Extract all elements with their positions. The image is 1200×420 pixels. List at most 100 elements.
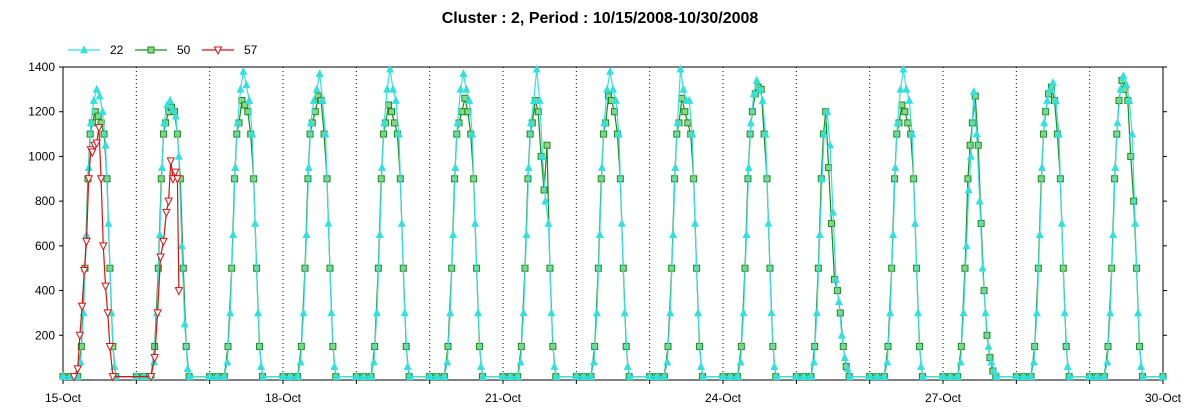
point-marker bbox=[367, 371, 375, 380]
point-marker bbox=[589, 357, 598, 366]
point-marker bbox=[535, 95, 544, 104]
point-marker bbox=[456, 84, 465, 93]
point-marker bbox=[309, 95, 318, 104]
y-tick-label: 1200 bbox=[28, 105, 55, 119]
point-marker bbox=[975, 196, 984, 205]
point-marker bbox=[516, 357, 525, 366]
point-marker bbox=[155, 230, 164, 238]
point-marker bbox=[156, 253, 165, 263]
point-marker bbox=[992, 371, 1001, 380]
point-marker bbox=[547, 308, 556, 317]
point-marker bbox=[981, 308, 990, 317]
legend-label: 22 bbox=[110, 43, 124, 57]
point-marker bbox=[459, 69, 468, 78]
point-marker bbox=[603, 84, 612, 93]
point-marker bbox=[94, 112, 102, 120]
point-marker bbox=[519, 308, 528, 317]
point-marker bbox=[843, 364, 852, 373]
point-marker bbox=[1046, 84, 1055, 93]
point-marker bbox=[669, 230, 678, 238]
point-marker bbox=[905, 95, 914, 104]
point-marker bbox=[259, 371, 268, 380]
point-marker bbox=[101, 140, 110, 149]
point-marker bbox=[684, 119, 692, 127]
point-marker bbox=[95, 91, 104, 100]
point-marker bbox=[242, 80, 251, 89]
point-marker bbox=[614, 129, 623, 138]
y-tick-label: 600 bbox=[35, 239, 55, 253]
point-marker bbox=[956, 357, 965, 366]
point-marker bbox=[645, 371, 654, 380]
point-marker bbox=[99, 242, 108, 251]
point-marker bbox=[679, 84, 688, 93]
x-gridlines bbox=[135, 67, 1091, 380]
point-marker bbox=[397, 218, 406, 227]
point-marker bbox=[103, 309, 113, 319]
point-marker bbox=[676, 64, 685, 73]
point-marker bbox=[746, 118, 755, 127]
point-marker bbox=[170, 168, 180, 178]
point-marker bbox=[391, 95, 400, 104]
legend-item-22: 22 bbox=[68, 43, 124, 57]
point-marker bbox=[169, 104, 177, 113]
point-marker bbox=[606, 66, 615, 75]
point-marker bbox=[1054, 129, 1063, 138]
point-marker bbox=[697, 361, 705, 370]
point-marker bbox=[908, 129, 917, 138]
point-marker bbox=[726, 371, 735, 380]
point-marker bbox=[159, 237, 168, 247]
point-marker bbox=[332, 371, 341, 380]
point-marker bbox=[550, 361, 559, 370]
point-marker bbox=[799, 371, 808, 380]
y-tick-label: 800 bbox=[35, 194, 55, 208]
point-marker bbox=[233, 118, 242, 127]
point-marker bbox=[302, 230, 311, 238]
point-marker bbox=[248, 129, 257, 138]
point-marker bbox=[829, 207, 837, 216]
point-marker bbox=[660, 371, 669, 380]
point-marker bbox=[699, 371, 708, 380]
point-marker bbox=[229, 230, 238, 238]
point-marker bbox=[79, 266, 89, 276]
point-marker bbox=[286, 371, 295, 380]
point-marker bbox=[939, 371, 947, 380]
point-marker bbox=[105, 342, 115, 352]
point-marker bbox=[1063, 361, 1072, 370]
point-marker bbox=[828, 220, 836, 227]
point-marker bbox=[461, 94, 469, 102]
point-marker bbox=[770, 361, 779, 370]
point-marker bbox=[752, 75, 761, 84]
point-marker bbox=[749, 89, 758, 98]
point-marker bbox=[733, 371, 742, 380]
point-marker bbox=[180, 319, 189, 328]
point-marker bbox=[177, 241, 186, 250]
point-marker bbox=[522, 230, 531, 238]
point-marker bbox=[1057, 218, 1066, 227]
point-marker bbox=[330, 361, 339, 370]
point-marker bbox=[1113, 118, 1122, 127]
point-marker bbox=[736, 357, 745, 366]
point-marker bbox=[477, 361, 485, 370]
point-marker bbox=[529, 95, 538, 104]
legend: 22 50 57 bbox=[68, 43, 258, 57]
point-marker bbox=[815, 230, 824, 238]
point-marker bbox=[1130, 197, 1138, 205]
point-marker bbox=[600, 118, 609, 127]
point-marker bbox=[534, 108, 542, 116]
point-marker bbox=[1027, 371, 1035, 380]
point-marker bbox=[1109, 230, 1118, 238]
point-marker bbox=[1019, 371, 1028, 380]
point-marker bbox=[375, 230, 384, 238]
y-tick-label: 200 bbox=[35, 328, 55, 342]
point-marker bbox=[304, 162, 313, 171]
point-marker bbox=[213, 46, 223, 56]
point-marker bbox=[239, 66, 248, 75]
legend-item-57: 57 bbox=[202, 43, 258, 57]
point-marker bbox=[792, 371, 801, 380]
point-marker bbox=[245, 95, 254, 104]
point-marker bbox=[755, 84, 764, 93]
point-marker bbox=[891, 162, 900, 171]
point-marker bbox=[213, 371, 221, 380]
point-marker bbox=[538, 151, 547, 160]
point-marker bbox=[101, 282, 110, 292]
